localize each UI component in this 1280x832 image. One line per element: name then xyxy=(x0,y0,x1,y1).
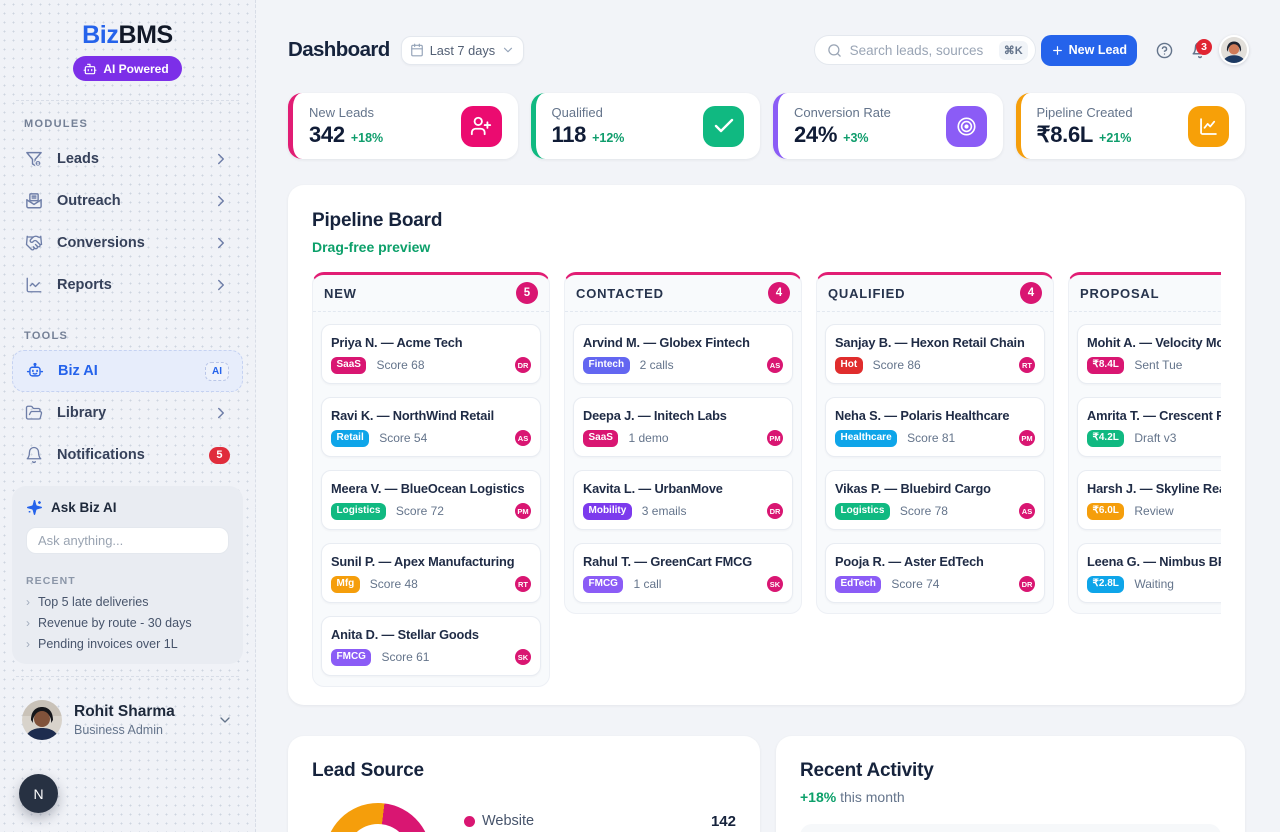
svg-text:$: $ xyxy=(37,161,40,167)
